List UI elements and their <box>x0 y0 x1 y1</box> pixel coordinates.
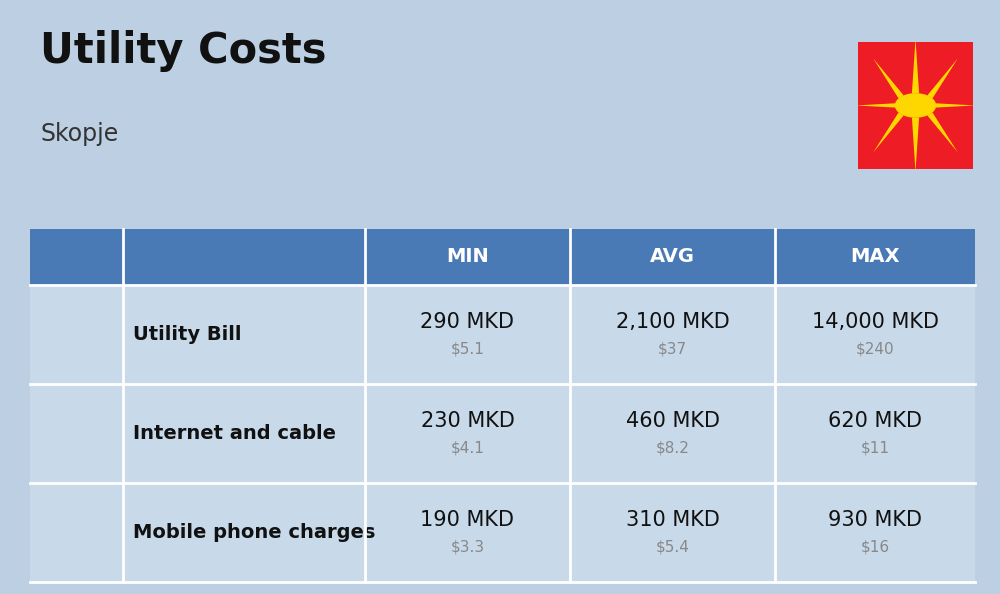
Text: MIN: MIN <box>446 248 489 266</box>
Text: Internet and cable: Internet and cable <box>133 424 336 443</box>
Text: 230 MKD: 230 MKD <box>421 410 514 431</box>
FancyBboxPatch shape <box>30 483 123 582</box>
Text: Mobile phone charges: Mobile phone charges <box>133 523 375 542</box>
Text: 310 MKD: 310 MKD <box>626 510 719 530</box>
Text: 2,100 MKD: 2,100 MKD <box>616 311 729 331</box>
Text: 460 MKD: 460 MKD <box>626 410 720 431</box>
Circle shape <box>895 93 936 118</box>
Text: 620 MKD: 620 MKD <box>828 410 922 431</box>
Text: Utility Costs: Utility Costs <box>40 30 326 72</box>
Text: $37: $37 <box>658 342 687 357</box>
FancyBboxPatch shape <box>123 483 365 582</box>
Polygon shape <box>927 112 958 153</box>
Text: $8.2: $8.2 <box>656 441 689 456</box>
Text: 190 MKD: 190 MKD <box>420 510 514 530</box>
Text: 290 MKD: 290 MKD <box>420 311 514 331</box>
Text: 930 MKD: 930 MKD <box>828 510 922 530</box>
Polygon shape <box>912 118 919 172</box>
FancyBboxPatch shape <box>365 285 570 384</box>
FancyBboxPatch shape <box>775 483 975 582</box>
Text: $240: $240 <box>856 342 894 357</box>
Text: Utility Bill: Utility Bill <box>133 325 242 344</box>
Polygon shape <box>927 58 958 99</box>
FancyBboxPatch shape <box>570 285 775 384</box>
Text: AVG: AVG <box>650 248 695 266</box>
FancyBboxPatch shape <box>775 384 975 483</box>
FancyBboxPatch shape <box>365 384 570 483</box>
FancyBboxPatch shape <box>30 229 123 285</box>
Text: $16: $16 <box>860 540 890 555</box>
Text: MAX: MAX <box>850 248 900 266</box>
FancyBboxPatch shape <box>30 285 123 384</box>
Polygon shape <box>912 39 919 93</box>
FancyBboxPatch shape <box>30 384 123 483</box>
Text: $3.3: $3.3 <box>450 540 485 555</box>
FancyBboxPatch shape <box>570 483 775 582</box>
FancyBboxPatch shape <box>570 229 775 285</box>
FancyBboxPatch shape <box>858 42 973 169</box>
Text: $11: $11 <box>860 441 890 456</box>
Polygon shape <box>873 58 904 99</box>
FancyBboxPatch shape <box>775 229 975 285</box>
FancyBboxPatch shape <box>123 285 365 384</box>
Text: $5.4: $5.4 <box>656 540 689 555</box>
FancyBboxPatch shape <box>570 384 775 483</box>
Polygon shape <box>856 103 895 108</box>
Text: Skopje: Skopje <box>40 122 118 146</box>
FancyBboxPatch shape <box>775 285 975 384</box>
Text: $5.1: $5.1 <box>451 342 484 357</box>
Text: 14,000 MKD: 14,000 MKD <box>812 311 938 331</box>
FancyBboxPatch shape <box>365 229 570 285</box>
Polygon shape <box>936 103 975 108</box>
FancyBboxPatch shape <box>365 483 570 582</box>
Text: $4.1: $4.1 <box>451 441 484 456</box>
FancyBboxPatch shape <box>123 384 365 483</box>
Polygon shape <box>873 112 904 153</box>
FancyBboxPatch shape <box>123 229 365 285</box>
